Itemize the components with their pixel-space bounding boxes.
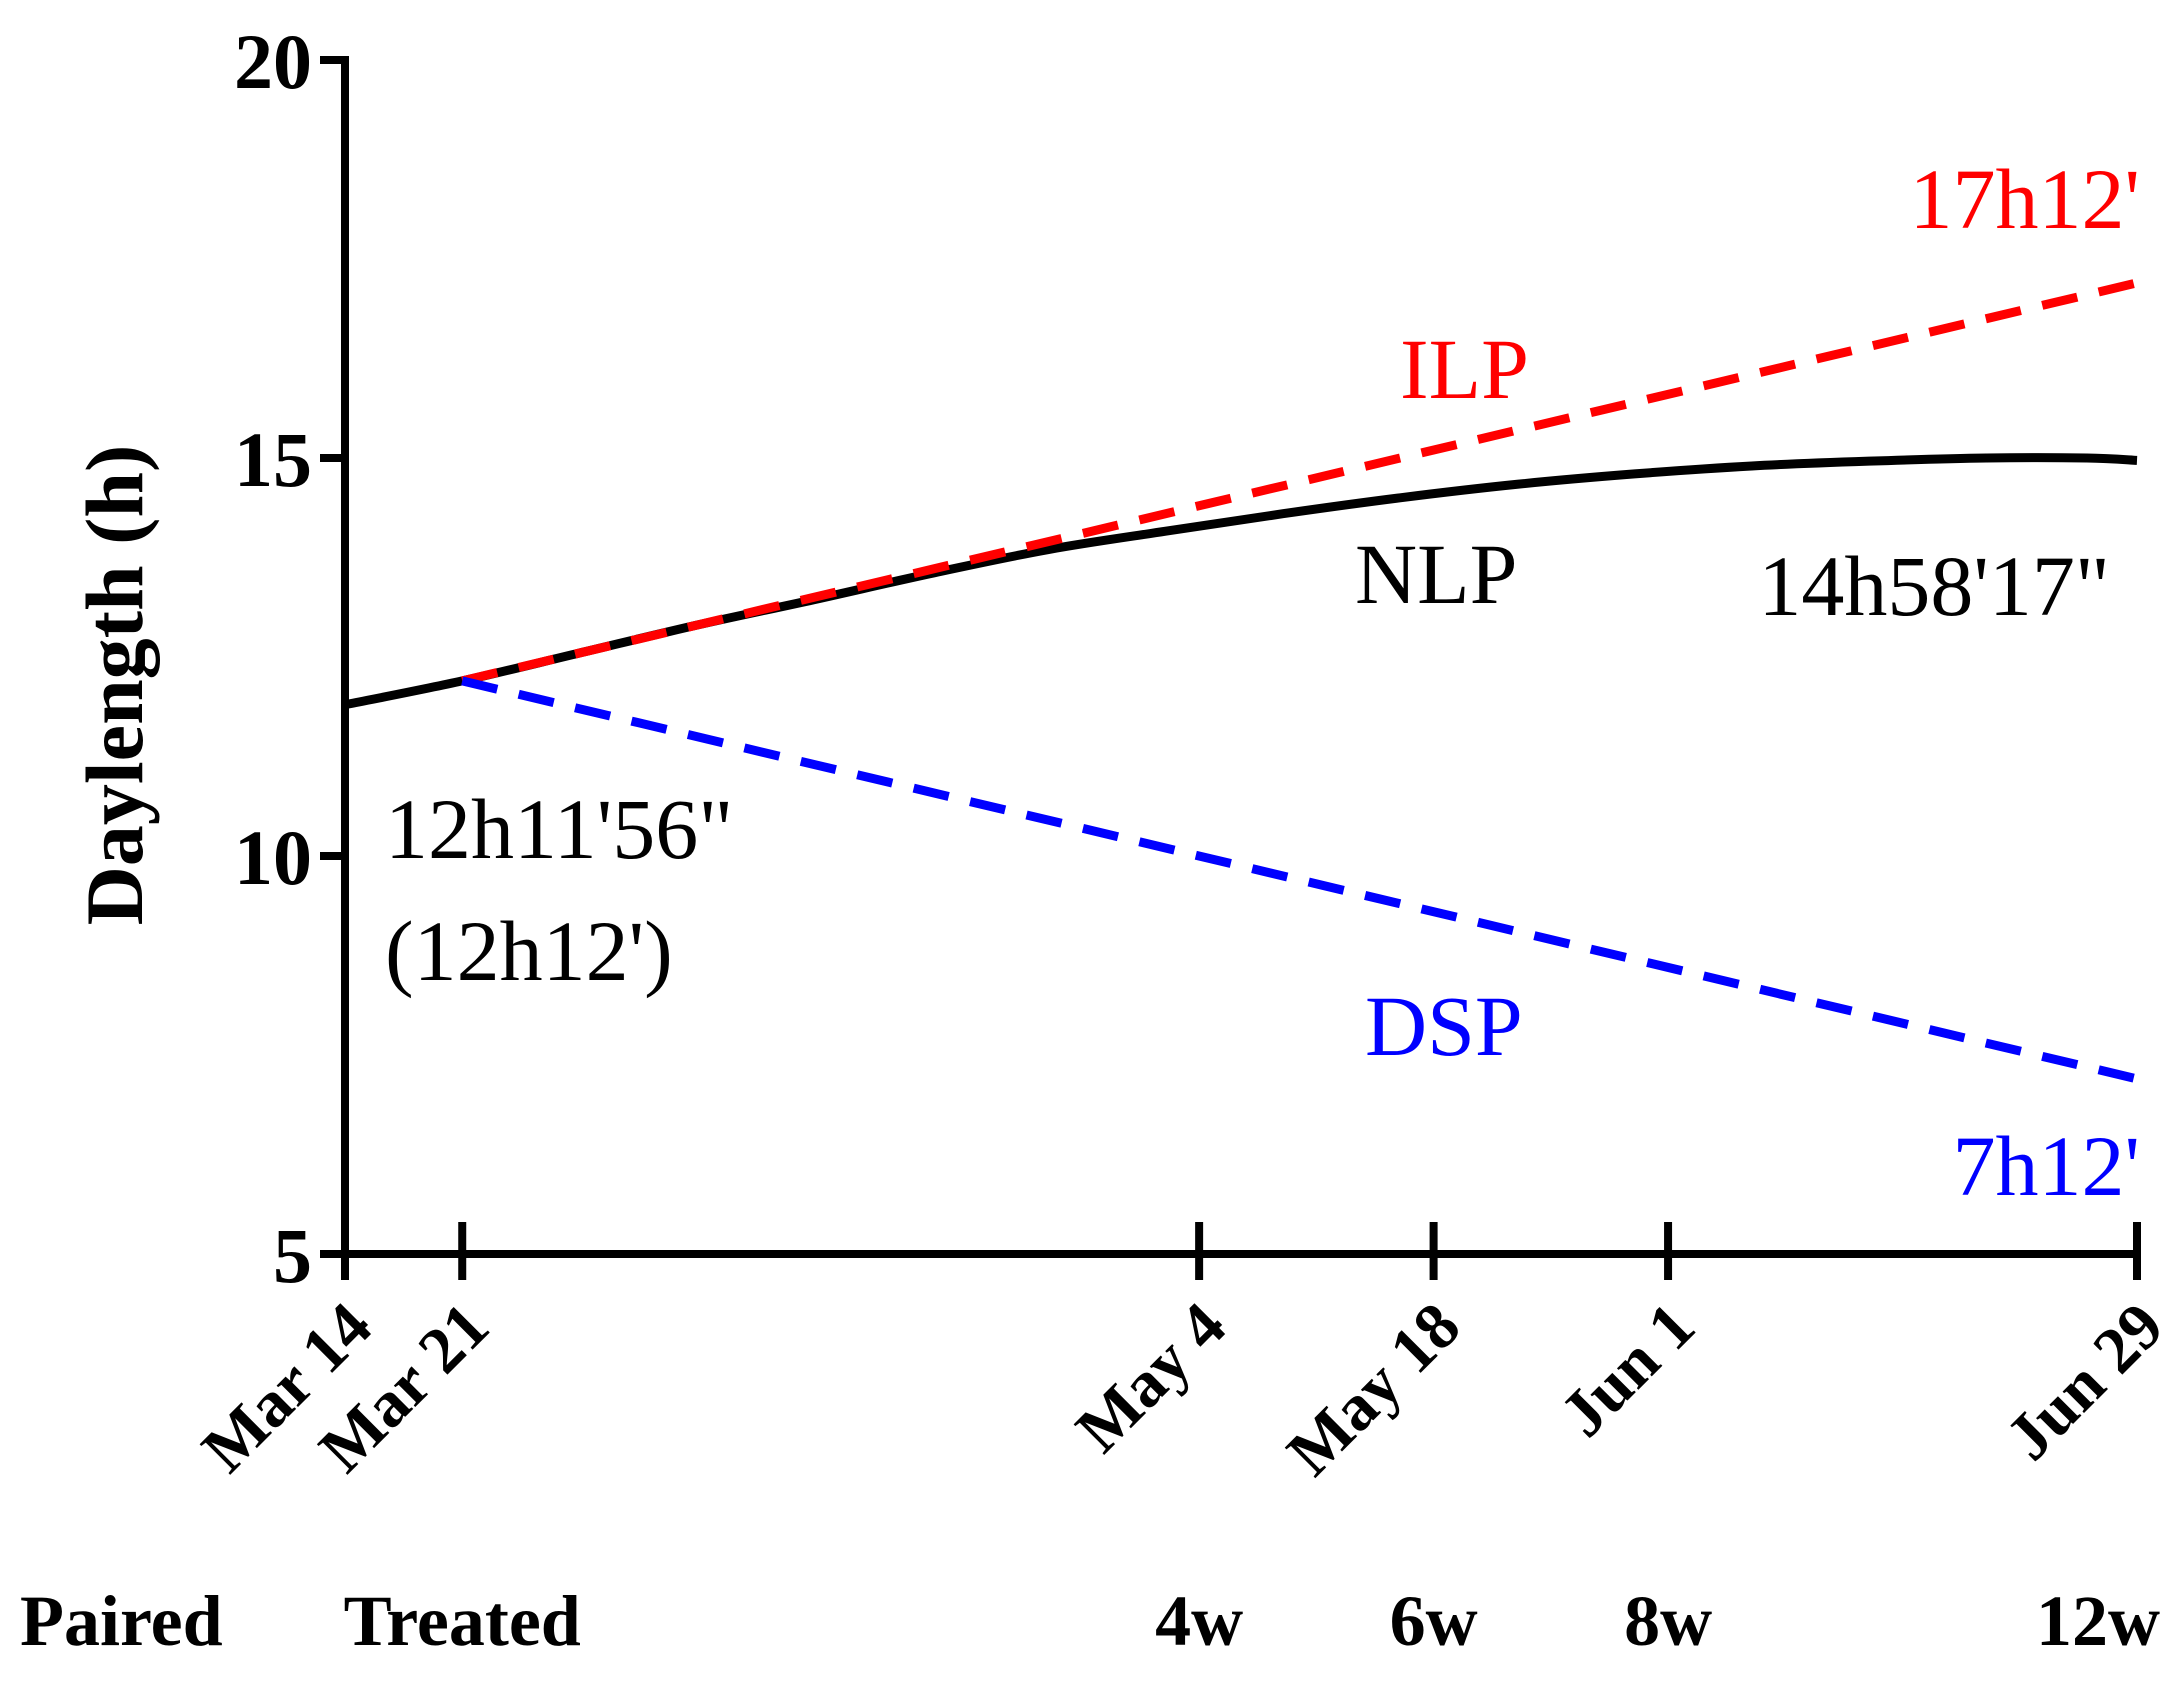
phase-labels: Paired Treated 4w 6w 8w 12w <box>20 1581 2160 1661</box>
ilp-series-label: ILP <box>1400 321 1529 417</box>
y-tick-label: 5 <box>273 1212 312 1299</box>
phase-label: 4w <box>1155 1581 1243 1661</box>
phase-label: 12w <box>2036 1581 2160 1661</box>
dsp-end-value: 7h12' <box>1953 1118 2141 1214</box>
y-tick-label: 10 <box>234 814 312 901</box>
dsp-series-label: DSP <box>1365 978 1523 1074</box>
x-tick-label: May 18 <box>1274 1289 1475 1490</box>
series-line-dsp <box>461 676 2139 1084</box>
phase-label: 6w <box>1390 1581 1478 1661</box>
phase-label: Paired <box>20 1581 223 1661</box>
y-tick-label: 20 <box>234 18 312 105</box>
phase-label: Treated <box>344 1581 581 1661</box>
axes <box>341 56 2141 1258</box>
series-group <box>344 278 2139 1084</box>
annotations: ILP NLP DSP 17h12' 14h58'17" 7h12' 12h11… <box>385 151 2140 1214</box>
x-tick-label: Jun 29 <box>1992 1289 2177 1474</box>
x-tick-label: May 4 <box>1062 1289 1239 1466</box>
start-value: 12h11'56" <box>385 781 733 877</box>
nlp-series-label: NLP <box>1355 526 1517 622</box>
start-value-rounded: (12h12') <box>385 903 673 999</box>
x-tick-label: Jun 1 <box>1547 1289 1709 1451</box>
ilp-end-value: 17h12' <box>1910 151 2141 247</box>
y-axis-title: Daylength (h) <box>69 445 160 926</box>
y-tick-label: 15 <box>234 416 312 503</box>
phase-label: 8w <box>1624 1581 1712 1661</box>
nlp-end-value: 14h58'17" <box>1758 538 2110 634</box>
y-ticks: 5 10 15 20 <box>234 18 345 1299</box>
